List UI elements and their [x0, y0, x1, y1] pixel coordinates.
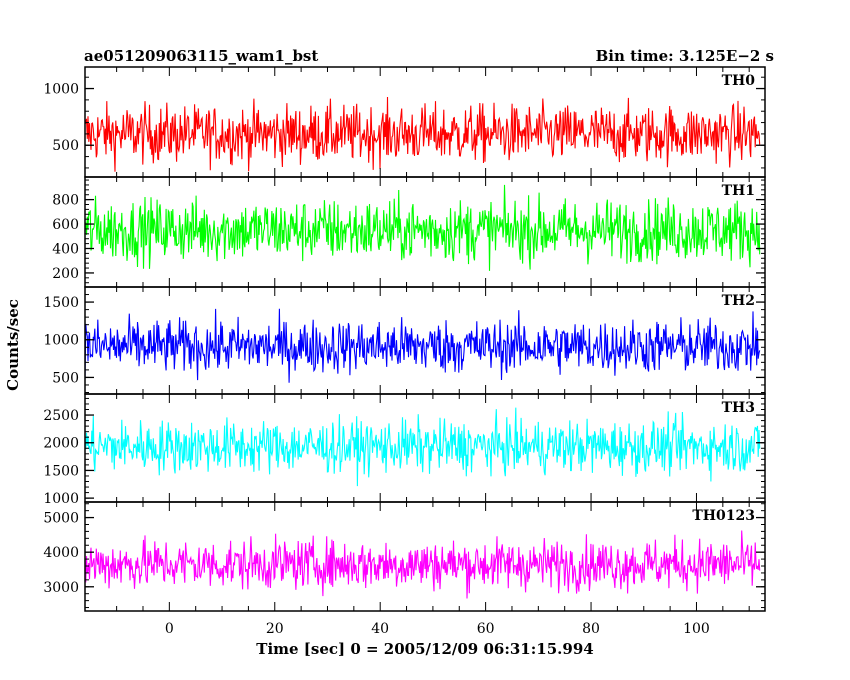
bin-time-label: Bin time: 3.125E−2 s: [596, 47, 774, 65]
panels-group: 500 1000 TH0 200 400 600 800 TH1 500 1000 1500 TH2 1…: [43, 66, 766, 612]
y-tick-label-th1: 600: [52, 217, 79, 233]
y-tick-label-th3: 2000: [43, 436, 79, 452]
y-tick-label-th0: 1000: [43, 82, 79, 98]
y-tick-label-th0123: 5000: [43, 511, 79, 527]
x-axis: 0 20 40 60 80 100: [165, 621, 710, 637]
y-tick-label-th1: 400: [52, 242, 79, 258]
x-tick-label: 40: [371, 621, 389, 637]
x-tick-label: 0: [165, 621, 174, 637]
panel-label-th0123: TH0123: [692, 508, 755, 524]
y-tick-label-th2: 500: [52, 370, 79, 386]
panel-label-th0: TH0: [722, 73, 756, 89]
panel-frame-th0123: [84, 501, 766, 612]
y-tick-label-th3: 1000: [43, 491, 79, 507]
y-tick-label-th2: 1000: [43, 333, 79, 349]
x-tick-label: 80: [582, 621, 600, 637]
series-line-th0123: [85, 530, 761, 599]
y-tick-label-th0123: 3000: [43, 580, 79, 596]
series-line-th1: [85, 184, 761, 271]
chart-title: ae051209063115_wam1_bst: [84, 47, 318, 65]
y-tick-label-th0123: 4000: [43, 545, 79, 561]
y-tick-label-th1: 200: [52, 266, 79, 282]
x-axis-label: Time [sec] 0 = 2005/12/09 06:31:15.994: [256, 640, 593, 658]
y-axis-label: Counts/sec: [4, 299, 22, 391]
panel-label-th2: TH2: [722, 293, 755, 309]
panel-label-th3: TH3: [722, 400, 755, 416]
x-tick-label: 100: [683, 621, 710, 637]
panel-label-th1: TH1: [722, 183, 755, 199]
x-tick-label: 20: [266, 621, 284, 637]
y-tick-label-th3: 2500: [43, 408, 79, 424]
series-line-th2: [85, 308, 761, 383]
x-tick-label: 60: [477, 621, 495, 637]
y-tick-label-th1: 800: [52, 193, 79, 209]
series-line-th0: [85, 96, 761, 172]
y-tick-label-th3: 1500: [43, 463, 79, 479]
y-tick-label-th0: 500: [52, 138, 79, 154]
series-line-th3: [85, 407, 761, 487]
y-tick-label-th2: 1500: [43, 295, 79, 311]
